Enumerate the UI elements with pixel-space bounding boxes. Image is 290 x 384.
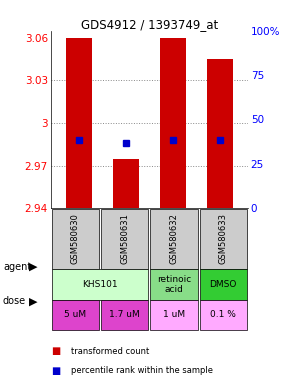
Bar [200,300,247,330]
Bar [101,300,148,330]
Bar [200,270,247,300]
Text: KHS101: KHS101 [82,280,118,289]
Text: 0.1 %: 0.1 % [210,311,236,319]
Bar [52,300,99,330]
Text: ▶: ▶ [29,296,37,306]
Text: ■: ■ [51,366,60,376]
Text: 5 uM: 5 uM [64,311,86,319]
Bar [66,38,92,208]
Text: GSM580632: GSM580632 [169,213,179,264]
Text: ▶: ▶ [29,262,37,272]
Text: retinoic
acid: retinoic acid [157,275,191,294]
Bar [150,270,198,300]
Text: GSM580630: GSM580630 [71,213,80,264]
Bar [52,270,148,300]
Text: transformed count: transformed count [71,347,149,356]
Bar [113,159,139,208]
Text: 1.7 uM: 1.7 uM [109,311,140,319]
Title: GDS4912 / 1393749_at: GDS4912 / 1393749_at [81,18,218,31]
Bar [150,209,198,269]
Bar [160,38,186,208]
Text: 1 uM: 1 uM [163,311,185,319]
Text: GSM580631: GSM580631 [120,213,129,264]
Text: percentile rank within the sample: percentile rank within the sample [71,366,213,375]
Bar [101,209,148,269]
Text: agent: agent [3,262,31,272]
Text: dose: dose [3,296,26,306]
Bar [200,209,247,269]
Bar [52,209,99,269]
Text: DMSO: DMSO [210,280,237,289]
Text: ■: ■ [51,346,60,356]
Bar [207,59,233,208]
Text: GSM580633: GSM580633 [219,213,228,264]
Bar [150,300,198,330]
